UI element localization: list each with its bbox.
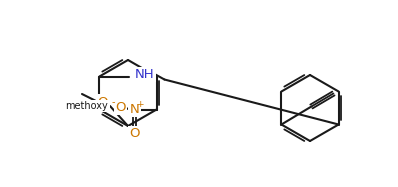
Text: +: + xyxy=(136,100,143,109)
Text: -: - xyxy=(112,97,115,108)
Text: N: N xyxy=(130,103,139,116)
Text: O: O xyxy=(115,101,126,114)
Text: NH: NH xyxy=(135,68,154,81)
Text: O: O xyxy=(98,96,108,108)
Text: methoxy: methoxy xyxy=(64,101,107,111)
Text: O: O xyxy=(129,127,140,140)
